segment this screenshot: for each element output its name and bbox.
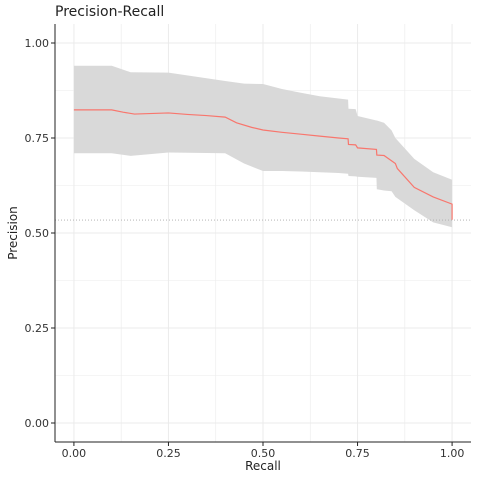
confidence-band-layer bbox=[73, 65, 453, 228]
x-tick-label: 1.00 bbox=[440, 447, 465, 460]
y-tick-label: 0.00 bbox=[25, 417, 50, 430]
x-axis-label: Recall bbox=[245, 459, 281, 473]
tick-labels: 0.00 0.25 0.50 0.75 1.00 0.00 0.25 0.50 0.75 1.00 bbox=[25, 37, 465, 460]
confidence-band bbox=[73, 65, 453, 228]
axes bbox=[51, 24, 471, 446]
x-tick-label: 0.75 bbox=[345, 447, 370, 460]
y-tick-label: 1.00 bbox=[25, 37, 50, 50]
chart-title: Precision-Recall bbox=[55, 4, 164, 20]
x-tick-label: 0.25 bbox=[156, 447, 181, 460]
x-tick-label: 0.00 bbox=[62, 447, 87, 460]
x-tick-label: 0.50 bbox=[251, 447, 276, 460]
y-tick-label: 0.75 bbox=[25, 132, 50, 145]
precision-line bbox=[73, 109, 453, 220]
y-tick-label: 0.50 bbox=[25, 227, 50, 240]
y-tick-label: 0.25 bbox=[25, 322, 50, 335]
y-axis-label: Precision bbox=[6, 206, 20, 260]
precision-line-layer bbox=[73, 109, 453, 220]
